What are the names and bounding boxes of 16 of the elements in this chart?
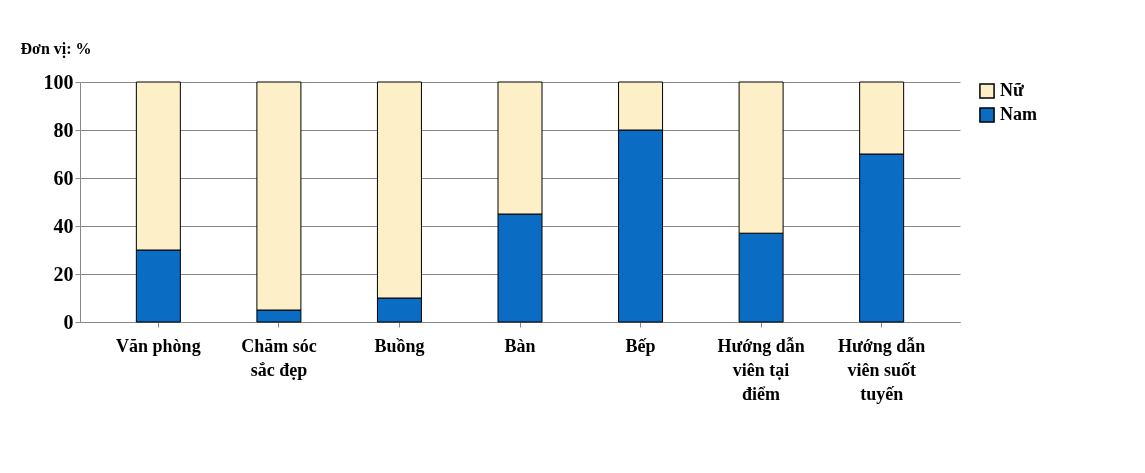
y-tick-label: 100 xyxy=(43,70,74,93)
x-tick-label: Chăm sóc sắc đẹp xyxy=(241,335,317,380)
legend-label: Nam xyxy=(1000,104,1037,124)
y-tick-label: 40 xyxy=(53,214,74,237)
x-tick-label: Buồng xyxy=(374,335,425,356)
x-tick-label: Bàn xyxy=(504,335,536,356)
x-tick-label: Bếp xyxy=(625,335,656,356)
y-axis-title: Đơn vị: % xyxy=(20,39,92,58)
y-tick-label: 0 xyxy=(63,310,74,333)
x-tick-label: Hướng dẫn viên tại điểm xyxy=(717,335,805,404)
legend-label: Nữ xyxy=(1000,80,1024,100)
y-tick-label: 20 xyxy=(53,262,74,285)
x-tick-label: Văn phòng xyxy=(116,335,201,356)
y-tick-label: 80 xyxy=(53,118,74,141)
x-tick-label: Hướng dẫn viên suốt tuyến xyxy=(837,335,926,404)
y-tick-label: 60 xyxy=(53,166,74,189)
